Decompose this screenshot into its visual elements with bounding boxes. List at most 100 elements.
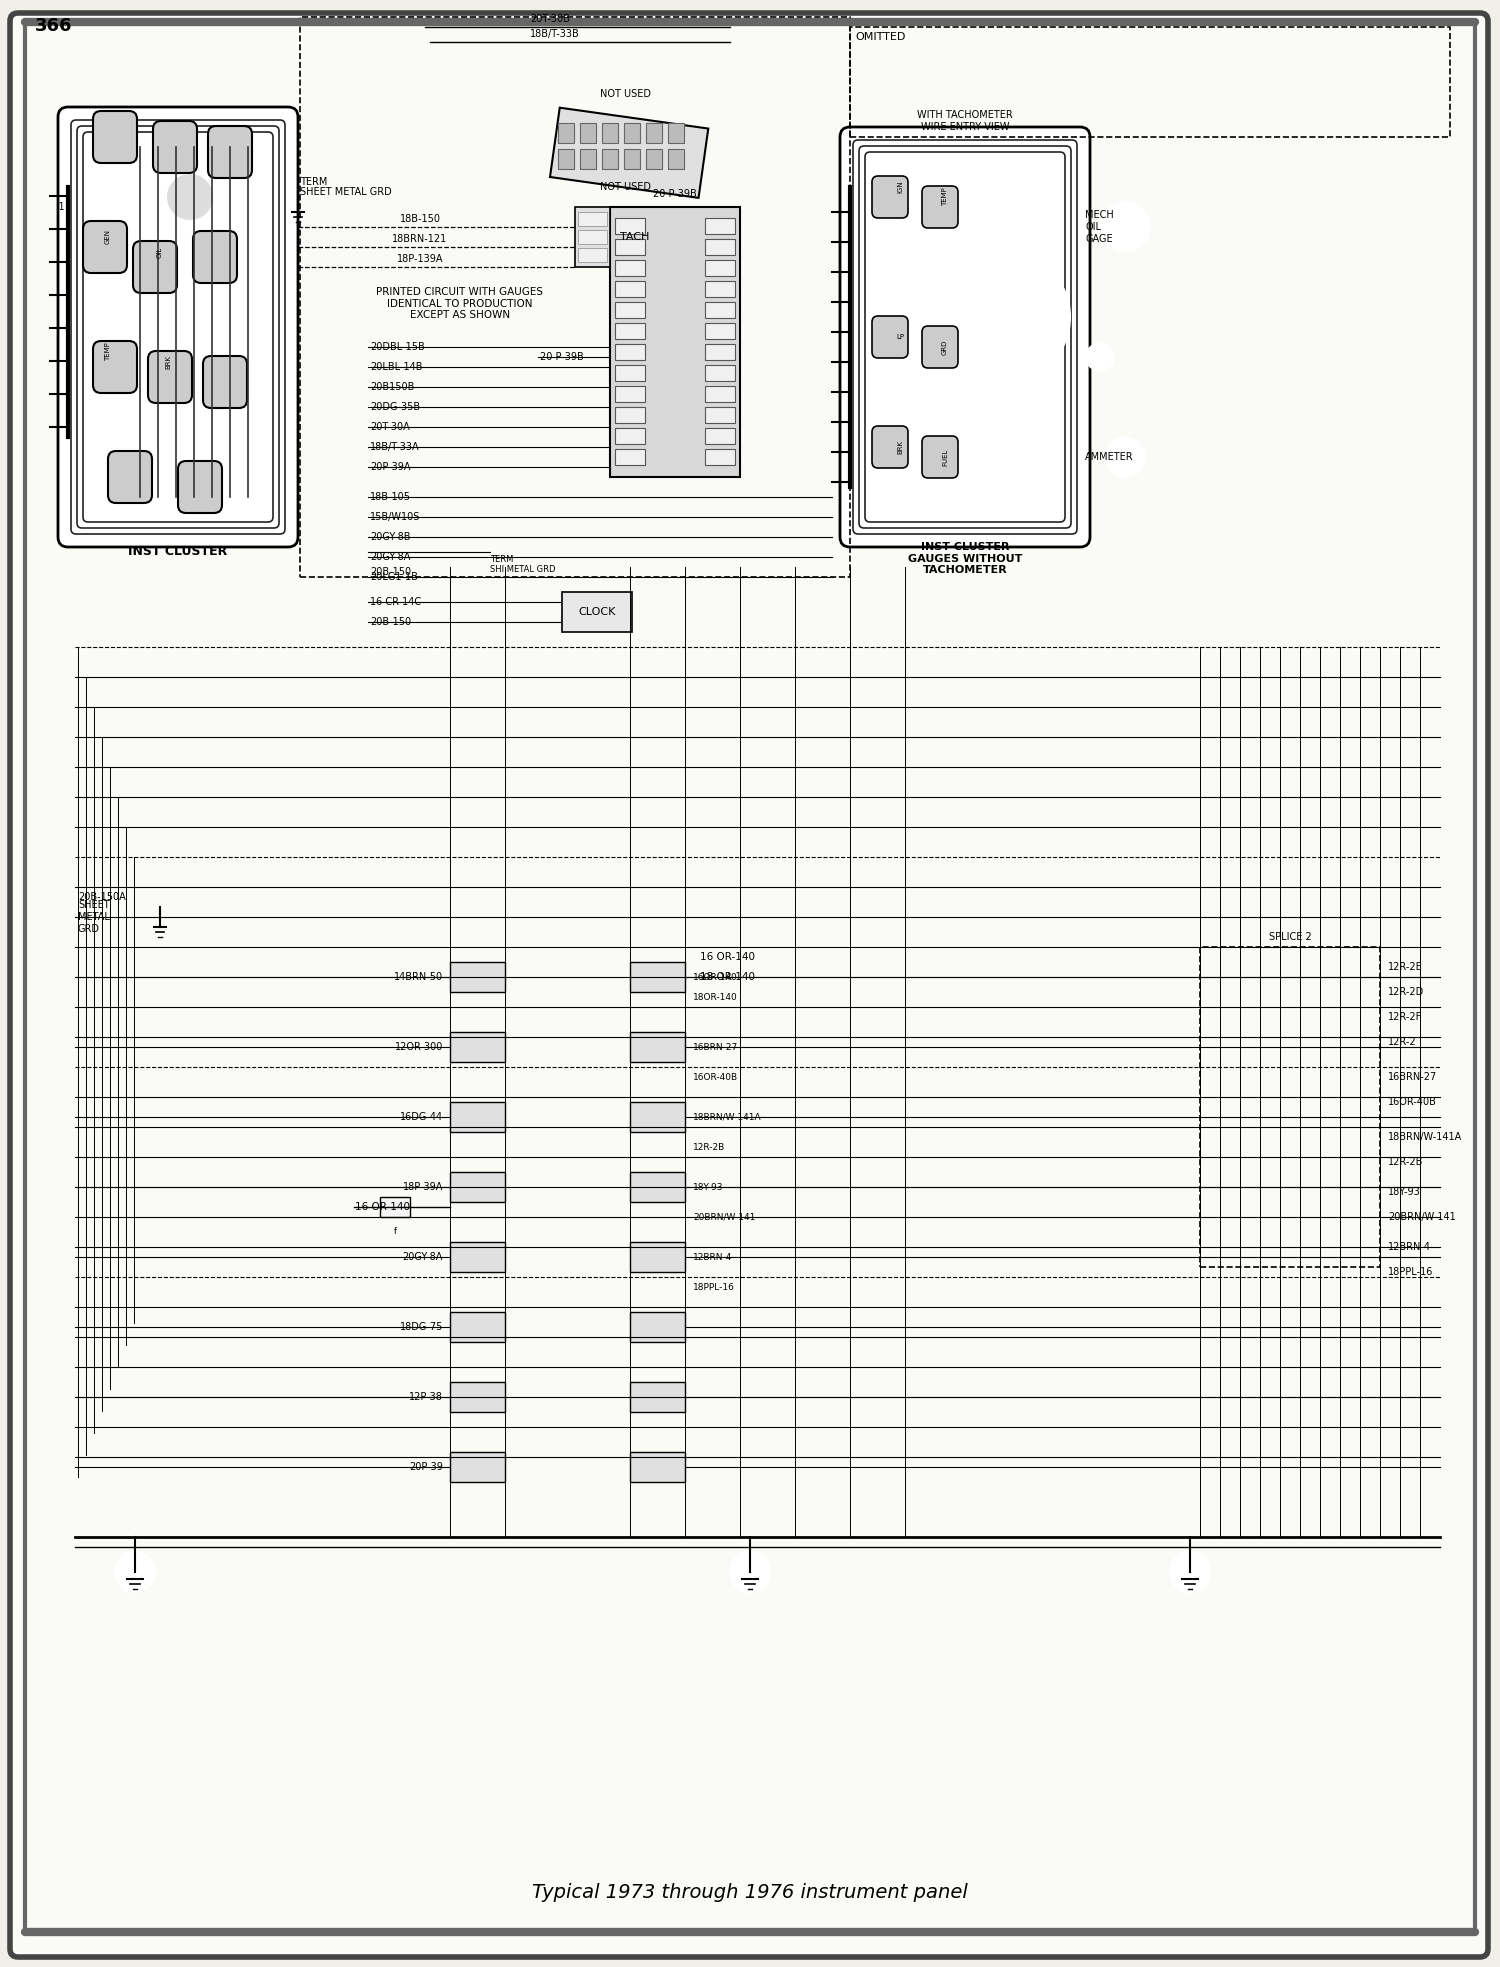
Text: 20BRN/W-141: 20BRN/W-141 [693,1212,756,1222]
Text: 20P-39A: 20P-39A [370,462,411,472]
Bar [615,323,645,338]
Text: 16 CR-14C: 16 CR-14C [370,598,422,608]
Text: 20LG1-1B: 20LG1-1B [370,572,419,582]
Bar [630,1172,686,1202]
Bar [646,149,662,169]
FancyBboxPatch shape [93,110,136,163]
Text: OIL: OIL [158,246,164,258]
Text: TERM: TERM [300,177,327,187]
Text: 18PPL-16: 18PPL-16 [1388,1267,1434,1277]
Text: 18PPL-16: 18PPL-16 [693,1282,735,1292]
Bar [558,149,574,169]
Text: LP: LP [896,334,904,340]
FancyBboxPatch shape [922,437,958,478]
Text: TEMP: TEMP [105,342,111,362]
Bar [450,1033,506,1062]
Bar [615,344,645,360]
FancyBboxPatch shape [871,427,907,468]
Text: MECH
OIL
GAGE: MECH OIL GAGE [1084,210,1113,244]
Bar [630,1383,686,1412]
Text: 12BRN-4: 12BRN-4 [693,1253,732,1261]
Bar [615,303,645,319]
Bar [580,149,596,169]
Bar [705,429,735,445]
FancyBboxPatch shape [178,460,222,513]
FancyBboxPatch shape [108,450,152,504]
Bar [630,1312,686,1341]
Bar [610,207,740,478]
Text: BRK: BRK [897,441,903,454]
Bar [630,1452,686,1481]
Bar [630,1102,686,1131]
Bar [450,1452,506,1481]
FancyBboxPatch shape [871,317,907,358]
Text: 16OR-40B: 16OR-40B [1388,1098,1437,1107]
Circle shape [730,1552,770,1591]
Bar [705,281,735,297]
Bar [450,1102,506,1131]
Text: 18P-39A: 18P-39A [402,1182,442,1192]
Bar [705,448,735,464]
FancyBboxPatch shape [209,126,252,177]
Bar [705,323,735,338]
Text: 16DG-44: 16DG-44 [400,1111,442,1121]
Text: BRK: BRK [165,354,171,370]
Bar [705,218,735,234]
Text: 366: 366 [34,18,72,35]
Bar [624,149,640,169]
Text: SPLICE 2: SPLICE 2 [1269,932,1311,942]
Text: 18B/T-33A: 18B/T-33A [370,443,420,452]
Text: 20DBL-15B: 20DBL-15B [370,342,424,352]
Text: 18BRN/W-141A: 18BRN/W-141A [693,1113,762,1121]
Text: 16BRN-27: 16BRN-27 [1388,1072,1437,1082]
Text: AMMETER: AMMETER [1084,452,1134,462]
Text: 16OR-140: 16OR-140 [693,972,738,982]
Text: 16OR-40B: 16OR-40B [693,1072,738,1082]
Bar [615,429,645,445]
Text: 18BRN/W-141A: 18BRN/W-141A [1388,1131,1462,1143]
Text: f: f [393,1227,396,1235]
FancyBboxPatch shape [10,14,1488,1957]
Text: 20B-150: 20B-150 [370,566,411,576]
Text: 12R-2E: 12R-2E [1388,962,1422,972]
Text: 20DG-35B: 20DG-35B [370,401,420,411]
Bar [450,1383,506,1412]
Bar [602,124,618,144]
Text: 18B/T-33B: 18B/T-33B [530,30,580,39]
Text: 20B150B: 20B150B [370,382,414,391]
Bar [850,28,1450,138]
FancyBboxPatch shape [922,327,958,368]
Text: GRD: GRD [942,340,948,354]
FancyBboxPatch shape [82,220,128,273]
Bar [630,962,686,991]
Text: FUEL: FUEL [942,448,948,466]
Text: 20BRN/W-141: 20BRN/W-141 [1388,1212,1455,1222]
Text: TEMP: TEMP [942,187,948,207]
Bar [380,1198,410,1218]
Bar [705,260,735,275]
Text: 18Y-93: 18Y-93 [1388,1186,1420,1198]
Text: 20GY-8A: 20GY-8A [370,553,411,563]
Text: 16BRN-27: 16BRN-27 [693,1043,738,1052]
Text: 18OR-140: 18OR-140 [693,993,738,1001]
FancyBboxPatch shape [922,187,958,228]
Bar [602,149,618,169]
Bar [615,240,645,256]
Bar [615,260,645,275]
Text: INST CLUSTER
GAUGES WITHOUT
TACHOMETER: INST CLUSTER GAUGES WITHOUT TACHOMETER [908,543,1022,574]
Bar [630,1241,686,1273]
Text: '1: '1 [56,203,64,212]
Circle shape [940,252,1070,382]
Text: 20B-150A: 20B-150A [78,891,126,903]
Circle shape [1170,1552,1210,1591]
Text: SHEET
METAL
GRD: SHEET METAL GRD [78,901,110,934]
Bar [630,1033,686,1062]
Text: 12OR-300: 12OR-300 [394,1043,442,1052]
Bar [668,149,684,169]
Bar [615,386,645,401]
Text: 12R-2B: 12R-2B [1388,1157,1423,1166]
Bar [450,962,506,991]
Text: 20B-150: 20B-150 [370,618,411,627]
Text: GEN: GEN [105,230,111,244]
Bar [580,124,596,144]
